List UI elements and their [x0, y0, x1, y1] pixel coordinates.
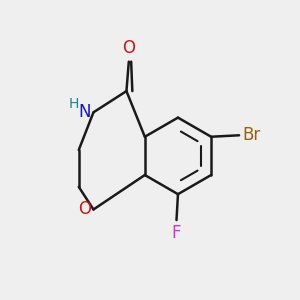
Text: H: H: [68, 97, 79, 111]
Text: O: O: [122, 39, 135, 57]
Text: O: O: [78, 200, 91, 218]
Text: N: N: [79, 103, 91, 121]
Text: Br: Br: [242, 126, 260, 144]
Text: F: F: [172, 224, 181, 242]
